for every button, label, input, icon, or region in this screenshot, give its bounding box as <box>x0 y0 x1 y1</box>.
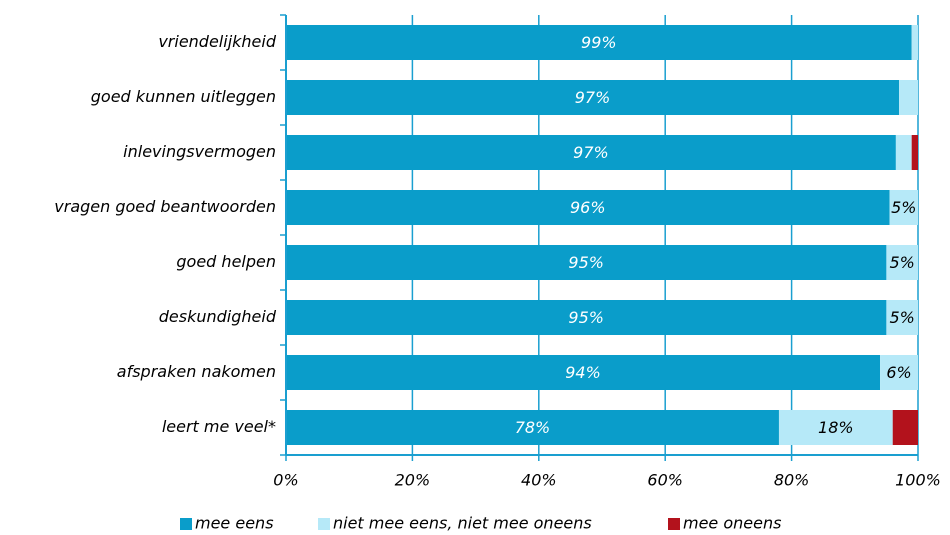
bar-segment <box>911 25 918 60</box>
value-label: 18% <box>818 418 854 437</box>
y-tick-label: vriendelijkheid <box>158 32 277 51</box>
bar-segment <box>911 135 918 170</box>
bar-segment <box>899 80 918 115</box>
value-label: 5% <box>890 308 915 327</box>
y-tick-label: leert me veel* <box>162 417 276 436</box>
value-label: 97% <box>575 88 611 107</box>
y-tick-label: goed kunnen uitleggen <box>91 87 276 106</box>
value-label: 6% <box>886 363 911 382</box>
y-tick-label: deskundigheid <box>159 307 277 326</box>
legend-label: mee eens <box>195 514 274 533</box>
value-label: 95% <box>568 253 604 272</box>
legend-swatch <box>180 518 192 530</box>
value-label: 5% <box>891 198 916 217</box>
value-label: 99% <box>581 33 617 52</box>
bar-segment <box>886 245 918 280</box>
bar-segment <box>286 300 887 335</box>
y-tick-label: inlevingsvermogen <box>123 142 276 161</box>
bar-segment <box>886 300 918 335</box>
bar-segment <box>286 25 912 60</box>
value-label: 5% <box>890 253 915 272</box>
value-label: 95% <box>568 308 604 327</box>
bar-segment <box>286 190 890 225</box>
legend-label: niet mee eens, niet mee oneens <box>333 514 592 533</box>
value-label: 97% <box>573 143 609 162</box>
legend-swatch <box>318 518 330 530</box>
value-label: 78% <box>515 418 551 437</box>
value-label: 96% <box>570 198 606 217</box>
bar-segment <box>880 355 918 390</box>
y-tick-label: goed helpen <box>176 252 276 271</box>
bar-segment <box>892 410 918 445</box>
x-tick-label: 60% <box>647 471 683 490</box>
value-label: 94% <box>565 363 601 382</box>
bar-segment <box>286 410 779 445</box>
x-tick-label: 0% <box>273 471 298 490</box>
x-tick-label: 100% <box>895 471 941 490</box>
x-tick-label: 20% <box>395 471 431 490</box>
x-tick-label: 80% <box>774 471 810 490</box>
legend-swatch <box>668 518 680 530</box>
y-tick-label: afspraken nakomen <box>117 362 276 381</box>
bar-segment <box>286 355 881 390</box>
bar-segment <box>286 245 887 280</box>
y-tick-label: vragen goed beantwoorden <box>54 197 276 216</box>
bar-segment <box>778 410 893 445</box>
bar-segment <box>286 80 900 115</box>
bar-segment <box>889 190 918 225</box>
x-tick-label: 40% <box>521 471 557 490</box>
legend-label: mee oneens <box>683 514 781 533</box>
bar-segment <box>895 135 912 170</box>
bar-segment <box>286 135 896 170</box>
